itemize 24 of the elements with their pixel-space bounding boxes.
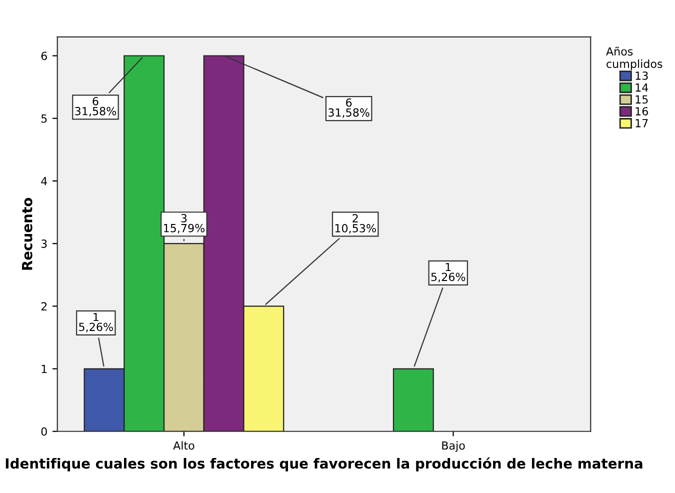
legend-label: 14: [636, 83, 648, 92]
bar: [392, 368, 434, 432]
data-label: 3 15,79%: [164, 214, 205, 234]
data-label: 6 31,58%: [75, 97, 116, 116]
y-tick-label: 5: [41, 114, 47, 123]
data-label: 2 10,53%: [335, 214, 376, 234]
legend-label: 17: [636, 119, 648, 128]
y-axis-title: Recuento: [22, 198, 32, 270]
y-tick-label: 1: [42, 364, 47, 373]
legend-label: 13: [636, 71, 648, 80]
legend-label: 15: [636, 95, 648, 104]
data-label: 1 5,26%: [431, 262, 466, 282]
y-tick-label: 3: [41, 240, 47, 248]
x-tick-label: Bajo: [442, 441, 465, 452]
legend-label: 16: [636, 107, 648, 116]
data-label: 1 5,26%: [79, 312, 113, 332]
y-tick-label: 2: [41, 302, 47, 310]
legend-title: Años cumplidos: [606, 46, 662, 70]
x-tick-label: Alto: [173, 441, 194, 450]
x-axis-title: Identifique cuales son los factores que favorecen la producción de leche materna: [6, 457, 642, 472]
y-tick-label: 4: [41, 177, 48, 186]
y-tick-label: 6: [41, 52, 47, 60]
y-tick-label: 0: [41, 427, 47, 436]
data-label: 6 31,58%: [328, 98, 370, 118]
